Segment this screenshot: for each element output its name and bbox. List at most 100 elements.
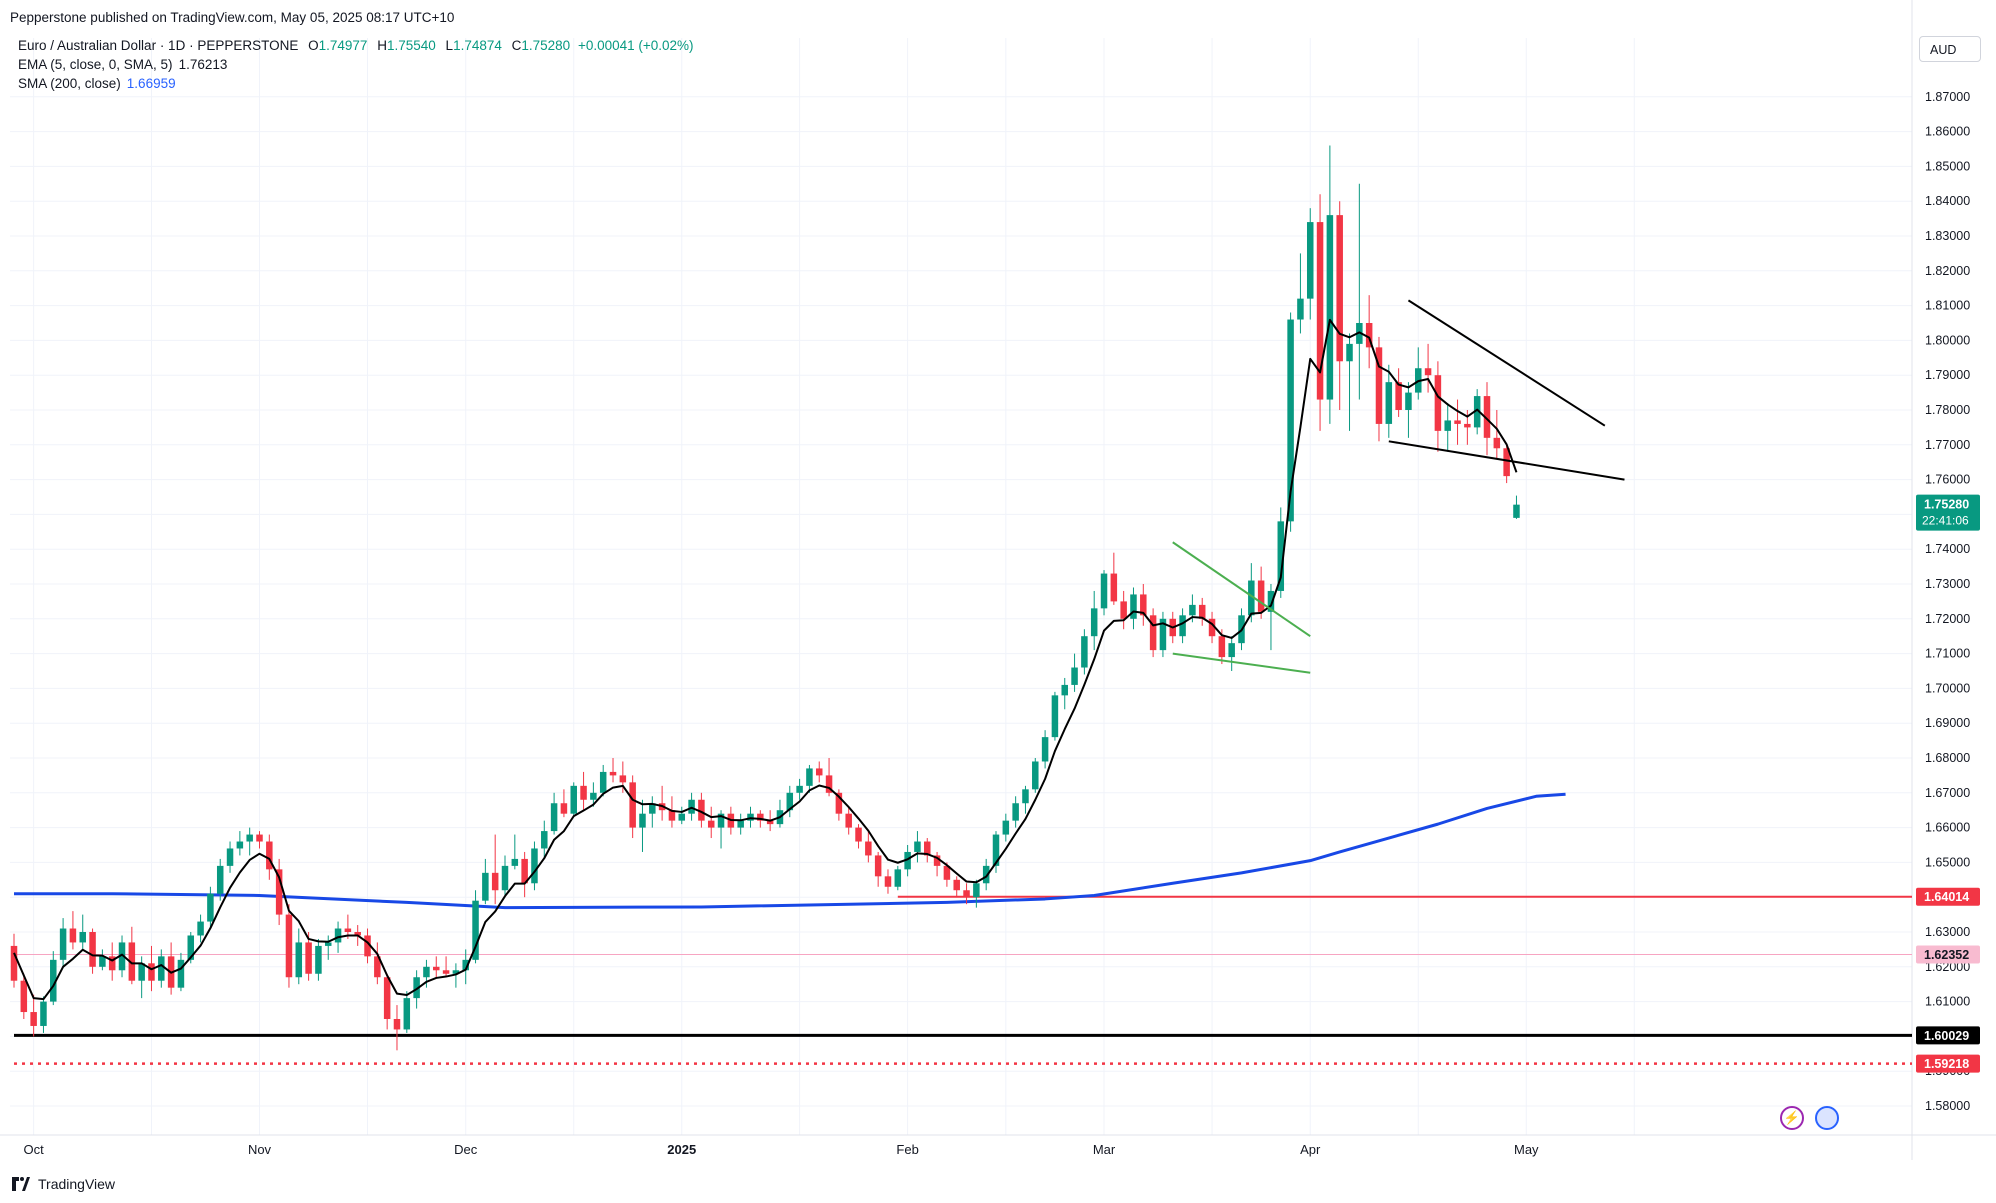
candle-down[interactable] <box>491 834 499 905</box>
sma-legend[interactable]: SMA (200, close) 1.66959 <box>18 76 176 91</box>
candle-up[interactable] <box>1051 691 1059 741</box>
candle-down[interactable] <box>619 761 627 793</box>
candle-up[interactable] <box>1100 570 1108 616</box>
trendline[interactable] <box>1407 299 1606 427</box>
candle-down[interactable] <box>629 775 636 839</box>
candle-up[interactable] <box>1061 677 1068 710</box>
candle-up[interactable] <box>1130 587 1137 630</box>
candle-down[interactable] <box>924 838 931 863</box>
flash-icon[interactable]: ⚡ <box>1780 1106 1804 1130</box>
candle-down[interactable] <box>1493 410 1501 459</box>
candle-up[interactable] <box>1277 507 1285 598</box>
candle-up[interactable] <box>776 799 784 828</box>
candle-down[interactable] <box>521 851 528 898</box>
candle-up[interactable] <box>482 858 489 905</box>
candle-up[interactable] <box>914 831 921 863</box>
candle-down[interactable] <box>10 933 18 988</box>
candle-up[interactable] <box>904 845 911 877</box>
candle-up[interactable] <box>1346 333 1353 431</box>
candle-up[interactable] <box>1326 145 1334 424</box>
candle-up[interactable] <box>688 792 695 821</box>
candle-up[interactable] <box>403 991 411 1033</box>
candle-up[interactable] <box>992 831 1000 873</box>
candle-down[interactable] <box>1424 343 1432 393</box>
candle-up[interactable] <box>590 782 597 807</box>
candle-up[interactable] <box>894 865 902 891</box>
candle-down[interactable] <box>364 928 371 964</box>
trendlines[interactable] <box>1172 299 1625 674</box>
candle-down[interactable] <box>658 785 666 821</box>
candle-down[interactable] <box>108 942 116 981</box>
candle-up[interactable] <box>177 952 185 992</box>
candle-up[interactable] <box>246 827 253 856</box>
candle-down[interactable] <box>609 758 617 783</box>
candle-up[interactable] <box>1267 584 1275 651</box>
candle-down[interactable] <box>845 806 852 835</box>
candle-down[interactable] <box>275 858 283 926</box>
candle-down[interactable] <box>1316 194 1324 431</box>
candle-up[interactable] <box>1444 403 1451 452</box>
candle-up[interactable] <box>1022 785 1029 814</box>
candle-down[interactable] <box>933 851 941 877</box>
candle-down[interactable] <box>20 973 28 1019</box>
candle-down[interactable] <box>1434 361 1442 452</box>
candle-up[interactable] <box>796 778 803 800</box>
candle-up[interactable] <box>79 914 86 950</box>
candle-up[interactable] <box>423 959 430 988</box>
candle-down[interactable] <box>580 771 587 811</box>
candle-up[interactable] <box>501 855 509 898</box>
candle-up[interactable] <box>806 764 813 793</box>
candle-up[interactable] <box>1306 208 1314 320</box>
candle-up[interactable] <box>197 914 204 943</box>
candle-up[interactable] <box>118 935 126 978</box>
candle-down[interactable] <box>1140 584 1147 626</box>
candle-up[interactable] <box>1385 364 1393 438</box>
candle-up[interactable] <box>1297 253 1304 334</box>
candle-up[interactable] <box>511 834 519 870</box>
candle-down[interactable] <box>305 932 312 981</box>
candle-down[interactable] <box>1395 368 1402 417</box>
candle-down[interactable] <box>1149 608 1157 658</box>
candle-down[interactable] <box>953 876 960 898</box>
candle-up[interactable] <box>1012 796 1019 828</box>
candle-down[interactable] <box>825 758 833 797</box>
candle-down[interactable] <box>69 911 77 950</box>
candle-up[interactable] <box>1179 608 1186 644</box>
candle-up[interactable] <box>1415 347 1422 400</box>
globe-icon[interactable] <box>1815 1106 1839 1130</box>
candle-up[interactable] <box>639 799 646 852</box>
candle-down[interactable] <box>30 994 37 1037</box>
candle-down[interactable] <box>1120 590 1127 630</box>
candle-up[interactable] <box>1405 382 1412 438</box>
candle-up[interactable] <box>973 879 980 908</box>
candle-down[interactable] <box>266 834 273 880</box>
candle-up[interactable] <box>59 918 67 967</box>
ema-legend[interactable]: EMA (5, close, 0, SMA, 5) 1.76213 <box>18 57 227 72</box>
trendline[interactable] <box>1172 652 1311 674</box>
candle-down[interactable] <box>393 1005 401 1051</box>
candle-down[interactable] <box>835 789 843 821</box>
candle-up[interactable] <box>1041 730 1049 769</box>
candle-down[interactable] <box>668 796 676 828</box>
candle-down[interactable] <box>815 761 823 783</box>
candle-up[interactable] <box>216 858 224 901</box>
symbol-title[interactable]: Euro / Australian Dollar · 1D · PEPPERST… <box>18 38 299 53</box>
candle-down[interactable] <box>433 956 440 978</box>
candle-down[interactable] <box>1208 611 1216 644</box>
sma200-line[interactable] <box>14 792 1566 910</box>
candle-down[interactable] <box>1454 399 1461 445</box>
candle-down[interactable] <box>1198 597 1206 626</box>
candle-down[interactable] <box>256 831 263 849</box>
trendline[interactable] <box>1388 440 1625 481</box>
candle-down[interactable] <box>442 956 450 978</box>
candle-down[interactable] <box>89 928 96 974</box>
candle-up[interactable] <box>99 949 106 971</box>
candle-down[interactable] <box>1110 552 1118 605</box>
candle-up[interactable] <box>462 949 469 985</box>
candle-up[interactable] <box>472 890 479 964</box>
candle-up[interactable] <box>649 796 656 828</box>
candle-up[interactable] <box>1473 389 1481 435</box>
candle-up[interactable] <box>1081 629 1088 675</box>
candle-up[interactable] <box>226 841 234 873</box>
candle-down[interactable] <box>865 831 872 863</box>
